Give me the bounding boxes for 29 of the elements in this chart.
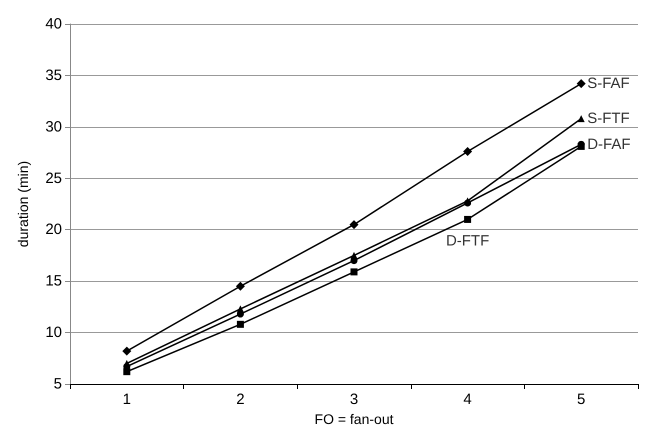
annotation: D-FAF bbox=[587, 136, 631, 153]
x-tick-label: 1 bbox=[122, 391, 131, 408]
point bbox=[123, 368, 130, 376]
x-tick-label: 5 bbox=[577, 391, 586, 408]
point bbox=[236, 320, 244, 328]
point bbox=[463, 147, 472, 156]
x-tick-label: 2 bbox=[236, 391, 245, 408]
annotation: S-FTF bbox=[587, 110, 630, 128]
y-tick-label: 40 bbox=[45, 16, 62, 32]
y-tick-label: 5 bbox=[54, 376, 62, 392]
point bbox=[122, 346, 132, 356]
point bbox=[576, 79, 586, 88]
y-tick-label: 20 bbox=[45, 221, 62, 238]
x-tick-label: 4 bbox=[463, 391, 472, 408]
point bbox=[464, 216, 472, 223]
y-tick-label: 15 bbox=[45, 272, 62, 290]
y-tick-label: 10 bbox=[45, 324, 62, 342]
annotation: S-FAF bbox=[587, 75, 630, 92]
point bbox=[236, 282, 245, 291]
annotation: D-FTF bbox=[446, 232, 490, 250]
y-tick-label: 35 bbox=[45, 66, 62, 84]
x-axis-title: FO = fan-out bbox=[314, 411, 394, 427]
y-tick-label: 25 bbox=[45, 170, 62, 187]
x-tick-label: 3 bbox=[350, 391, 358, 408]
point bbox=[578, 115, 585, 122]
point bbox=[350, 268, 358, 276]
y-axis-title: duration (min) bbox=[15, 160, 31, 248]
y-tick-label: 30 bbox=[45, 118, 62, 136]
point bbox=[350, 220, 358, 230]
